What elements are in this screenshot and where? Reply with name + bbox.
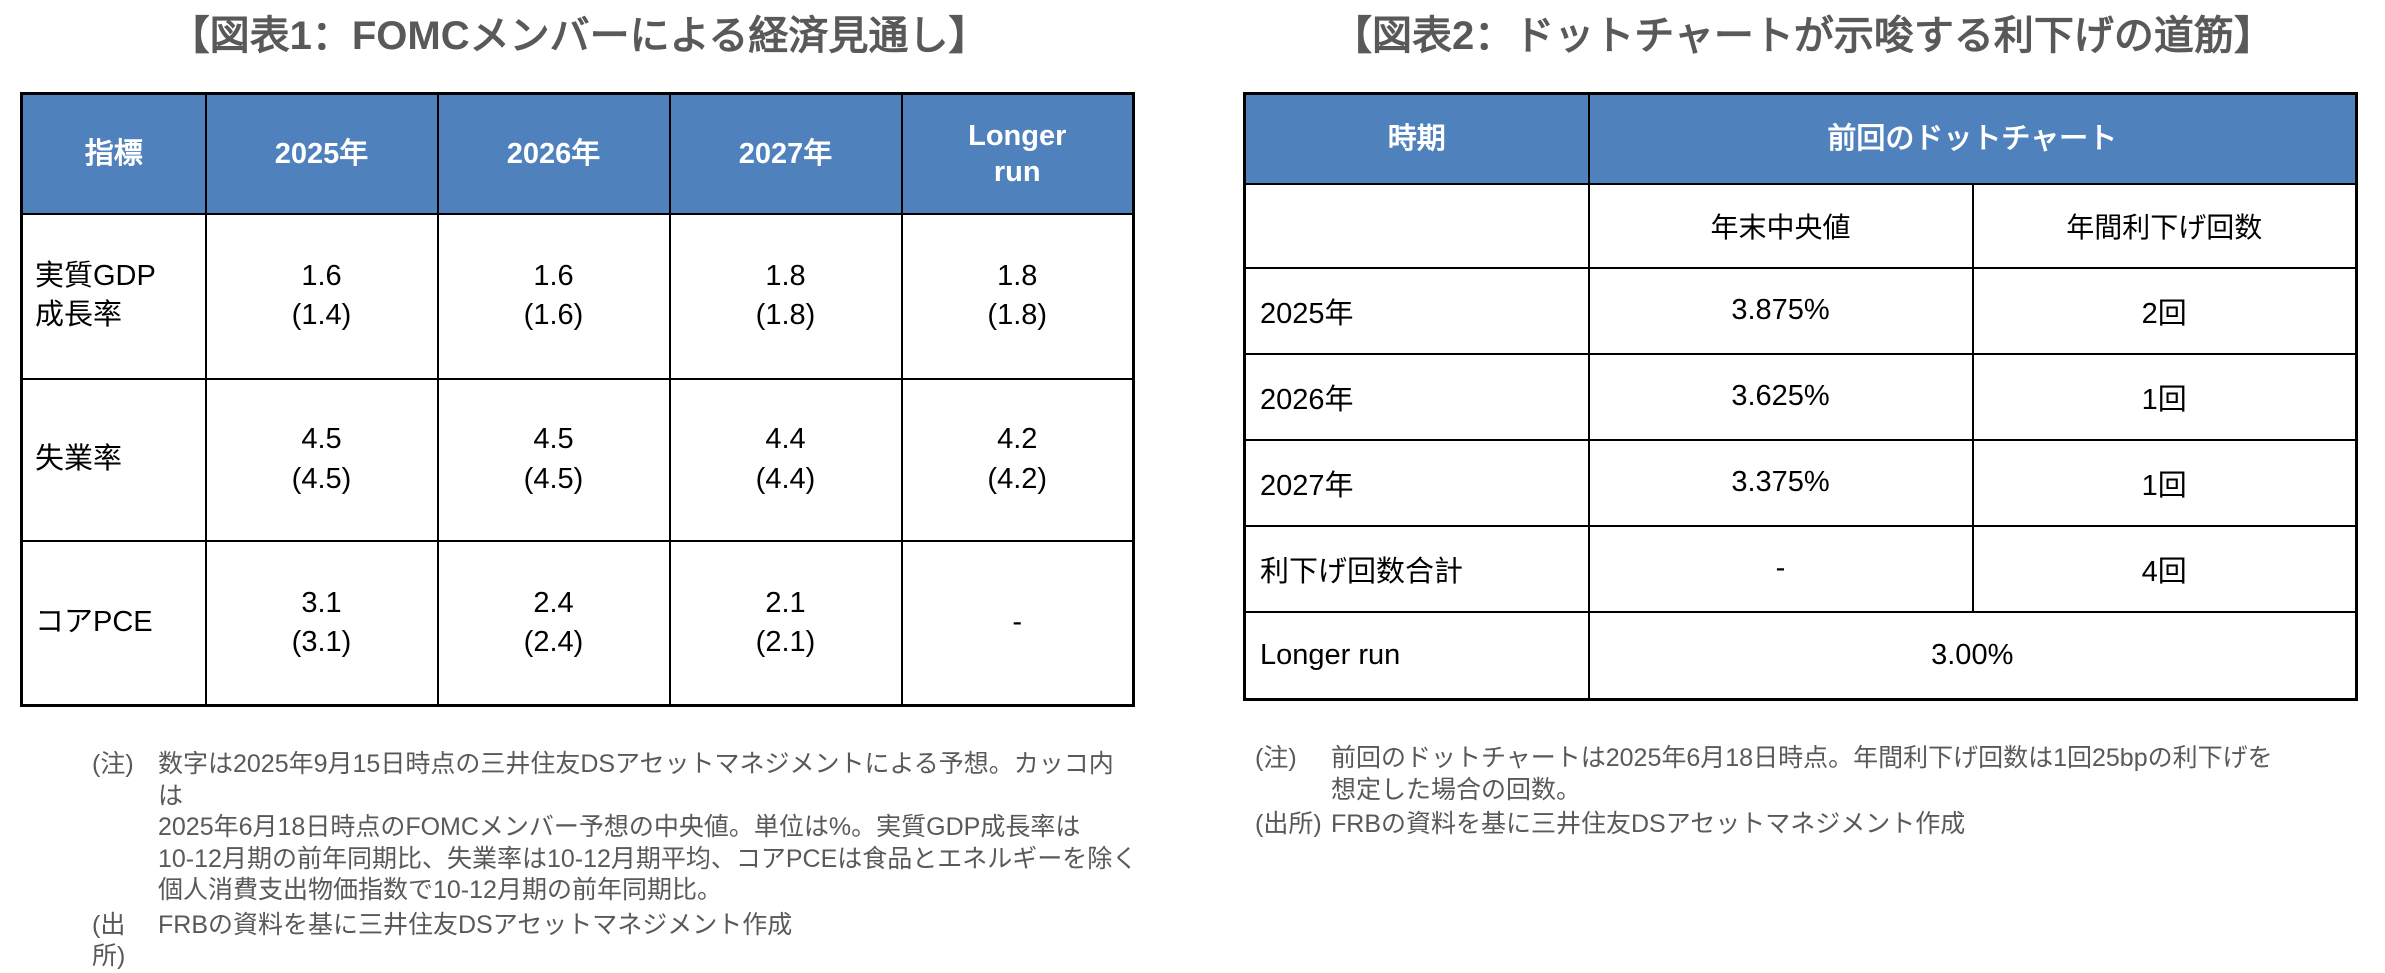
cell-gdp-2027: 1.8 (1.8) (668, 212, 903, 380)
cell-cuts-total: 4回 (1971, 524, 2358, 613)
table-row: 2026年 3.625% 1回 (1243, 352, 2358, 441)
table-row: Longer run 3.00% (1243, 610, 2358, 701)
cell-pce-2026: 2.4 (2.4) (436, 539, 671, 707)
figure1-table: 指標 2025年 2026年 2027年 Longer run 実質GDP 成長… (20, 92, 1135, 707)
figure2-panel: 【図表2：ドットチャートが示唆する利下げの道筋】 時期 前回のドットチャート 年… (1243, 8, 2363, 973)
table-row: 2027年 3.375% 1回 (1243, 438, 2358, 527)
row-label-longer-run: Longer run (1243, 610, 1590, 701)
header-indicator: 指標 (20, 92, 207, 215)
source-text: FRBの資料を基に三井住友DSアセットマネジメント作成 (1331, 810, 1966, 838)
cell-unemp-longer-run: 4.2 (4.2) (900, 377, 1135, 542)
figure2-title: 【図表2：ドットチャートが示唆する利下げの道筋】 (1332, 14, 2274, 58)
note-text: 数字は2025年9月15日時点の三井住友DSアセットマネジメントによる予想。カッ… (158, 750, 1138, 904)
subheader-annual-cuts: 年間利下げ回数 (1971, 182, 2358, 269)
table-row: 実質GDP 成長率 1.6 (1.4) 1.6 (1.6) 1.8 (1.8) 1.8… (20, 212, 1135, 380)
cell-pce-2027: 2.1 (2.1) (668, 539, 903, 707)
cell-pce-2025: 3.1 (3.1) (204, 539, 439, 707)
cell-gdp-2026: 1.6 (1.6) (436, 212, 671, 380)
figure2-header-row: 時期 前回のドットチャート (1243, 92, 2358, 185)
row-label-total-cuts: 利下げ回数合計 (1243, 524, 1590, 613)
cell-cuts-2027: 1回 (1971, 438, 2358, 527)
cell-unemp-2026: 4.5 (4.5) (436, 377, 671, 542)
cell-median-2027: 3.375% (1587, 438, 1974, 527)
figure1-title: 【図表1：FOMCメンバーによる経済見通し】 (169, 14, 989, 58)
header-previous-dot-chart: 前回のドットチャート (1587, 92, 2358, 185)
header-2027: 2027年 (668, 92, 903, 215)
source-text: FRBの資料を基に三井住友DSアセットマネジメント作成 (158, 910, 793, 939)
note-text: 前回のドットチャートは2025年6月18日時点。年間利下げ回数は1回25bpの利… (1331, 744, 2273, 804)
cell-median-2026: 3.625% (1587, 352, 1974, 441)
figure2-table: 時期 前回のドットチャート 年末中央値 年間利下げ回数 2025年 3.875%… (1243, 92, 2358, 701)
table-row: 利下げ回数合計 - 4回 (1243, 524, 2358, 613)
row-label-unemployment: 失業率 (20, 377, 207, 542)
header-2026: 2026年 (436, 92, 671, 215)
header-2025: 2025年 (204, 92, 439, 215)
row-label-2027: 2027年 (1243, 438, 1590, 527)
row-label-2026: 2026年 (1243, 352, 1590, 441)
cell-gdp-longer-run: 1.8 (1.8) (900, 212, 1135, 380)
row-label-core-pce: コアPCE (20, 539, 207, 707)
note-label: (注) (92, 750, 134, 778)
note-label: (注) (1255, 744, 1297, 772)
source-label: (出所) (92, 910, 126, 971)
cell-cuts-2025: 2回 (1971, 266, 2358, 355)
table-row: 2025年 3.875% 2回 (1243, 266, 2358, 355)
subheader-year-end-median: 年末中央値 (1587, 182, 1974, 269)
figure1-panel: 【図表1：FOMCメンバーによる経済見通し】 指標 2025年 2026年 20… (20, 8, 1138, 973)
figure1-header-row: 指標 2025年 2026年 2027年 Longer run (20, 92, 1135, 215)
cell-pce-longer-run: - (900, 539, 1135, 707)
cell-median-total: - (1587, 524, 1974, 613)
row-label-2025: 2025年 (1243, 266, 1590, 355)
figure1-notes: (注) 数字は2025年9月15日時点の三井住友DSアセットマネジメントによる予… (20, 749, 1138, 973)
figure2-subheader-row: 年末中央値 年間利下げ回数 (1243, 182, 2358, 269)
cell-unemp-2025: 4.5 (4.5) (204, 377, 439, 542)
table-row: コアPCE 3.1 (3.1) 2.4 (2.4) 2.1 (2.1) - (20, 539, 1135, 707)
cell-unemp-2027: 4.4 (4.4) (668, 377, 903, 542)
row-label-gdp: 実質GDP 成長率 (20, 212, 207, 380)
cell-gdp-2025: 1.6 (1.4) (204, 212, 439, 380)
cell-cuts-2026: 1回 (1971, 352, 2358, 441)
empty-cell (1243, 182, 1590, 269)
table-row: 失業率 4.5 (4.5) 4.5 (4.5) 4.4 (4.4) 4.2 (4.2) (20, 377, 1135, 542)
cell-median-2025: 3.875% (1587, 266, 1974, 355)
header-longer-run: Longer run (900, 92, 1135, 215)
cell-longer-run-value: 3.00% (1587, 610, 2358, 701)
header-period: 時期 (1243, 92, 1590, 185)
figure2-notes: (注) 前回のドットチャートは2025年6月18日時点。年間利下げ回数は1回25… (1243, 743, 2363, 841)
source-label: (出所) (1255, 810, 1322, 838)
